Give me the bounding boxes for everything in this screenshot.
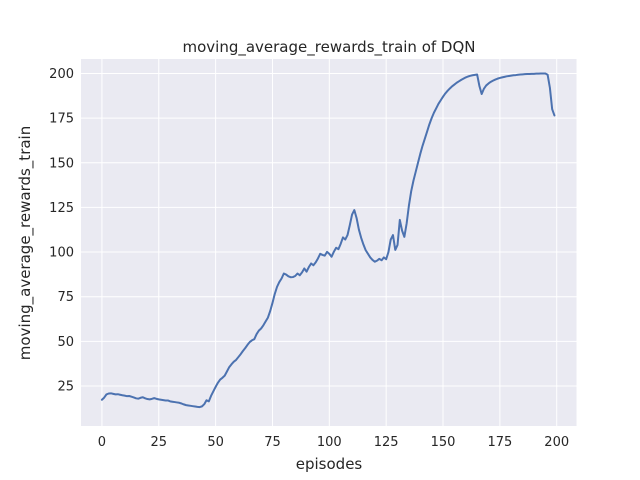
x-tick-label: 150 [431, 435, 456, 450]
x-tick-label: 0 [98, 435, 106, 450]
y-tick-label: 50 [57, 335, 74, 350]
x-tick-label: 125 [374, 435, 399, 450]
y-tick-label: 200 [49, 67, 74, 82]
x-tick-label: 75 [264, 435, 281, 450]
y-tick-label: 75 [57, 290, 74, 305]
y-tick-label: 150 [49, 156, 74, 171]
y-tick-label: 125 [49, 201, 74, 216]
x-tick-label: 50 [207, 435, 224, 450]
data-line [100, 72, 556, 409]
x-tick-label: 175 [487, 435, 512, 450]
x-tick-label: 25 [150, 435, 167, 450]
chart-title: moving_average_rewards_train of DQN [182, 38, 476, 56]
x-axis-label: episodes [295, 455, 363, 473]
y-tick-label: 100 [49, 246, 74, 261]
plot-background [81, 59, 577, 426]
y-tick-label: 25 [57, 379, 74, 394]
y-axis-label: moving_average_rewards_train [16, 125, 34, 361]
x-tick-label: 200 [544, 435, 569, 450]
x-tick-label: 100 [317, 435, 342, 450]
y-tick-label: 175 [49, 112, 74, 127]
